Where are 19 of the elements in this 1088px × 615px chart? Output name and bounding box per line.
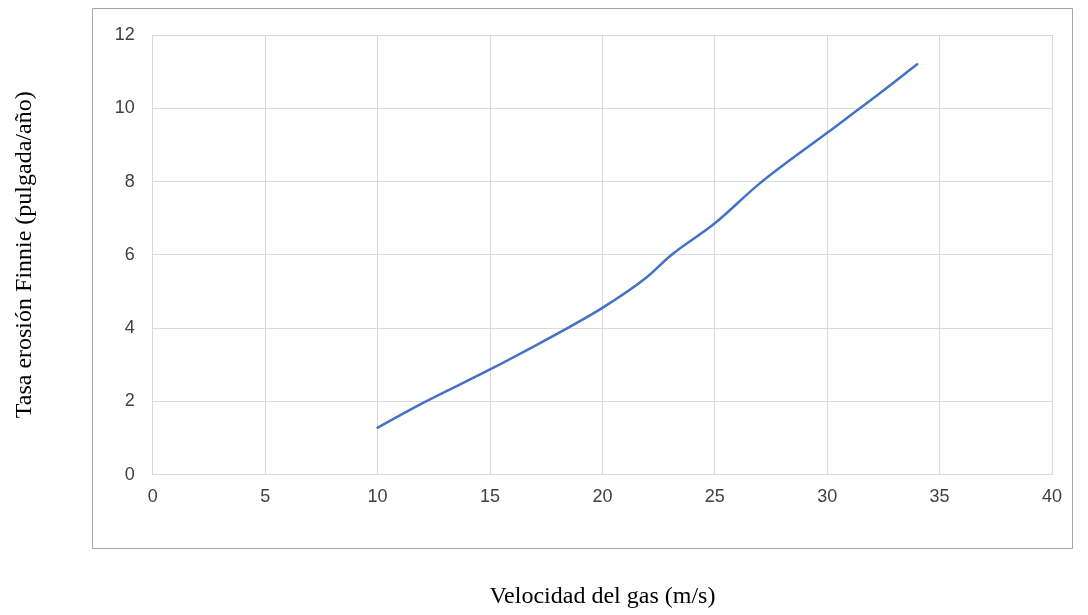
x-axis-title: Velocidad del gas (m/s) [489,581,716,608]
x-tick-label: 30 [817,486,838,507]
y-tick-label: 2 [124,390,135,411]
y-tick-label: 0 [124,463,135,484]
x-tick-label: 5 [260,486,271,507]
x-tick-label: 20 [592,486,613,507]
x-tick-label: 0 [147,486,158,507]
x-tick-label: 35 [929,486,950,507]
y-tick-label: 8 [124,170,135,191]
y-axis-title: Tasa erosión Finnie (pulgada/año) [9,91,36,419]
x-tick-label: 10 [367,486,388,507]
x-tick-label: 40 [1041,486,1063,507]
line-series [376,63,919,429]
y-tick-label: 6 [124,243,135,264]
x-tick-label: 15 [480,486,501,507]
y-tick-label: 12 [114,23,135,44]
y-tick-label: 10 [114,97,135,118]
y-tick-label: 4 [124,317,135,338]
x-tick-label: 25 [704,486,725,507]
